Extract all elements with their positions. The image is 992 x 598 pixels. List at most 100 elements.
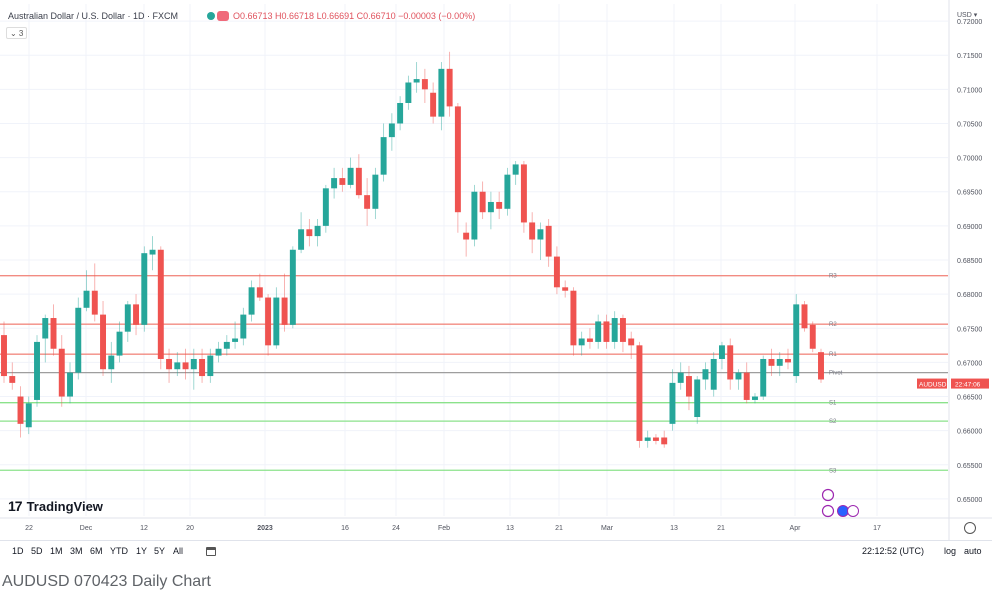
pivot-label: S2 bbox=[829, 419, 837, 425]
candle-body bbox=[298, 229, 305, 250]
tradingview-logo-icon: 17 bbox=[8, 498, 23, 514]
candle-body bbox=[743, 372, 750, 400]
candle-body bbox=[685, 376, 692, 397]
candle-body bbox=[430, 92, 437, 117]
candle-body bbox=[133, 304, 140, 325]
candle-body bbox=[364, 195, 371, 209]
candle-body bbox=[636, 345, 643, 441]
timeframe-6m[interactable]: 6M bbox=[90, 546, 103, 556]
logo-text: TradingView bbox=[26, 498, 103, 514]
candle-body bbox=[595, 321, 602, 342]
candle-body bbox=[760, 358, 767, 397]
candle-body bbox=[413, 79, 420, 83]
countdown-label: 22:47:06 bbox=[955, 382, 981, 389]
candle-body bbox=[322, 188, 329, 226]
tradingview-logo[interactable]: 17 TradingView bbox=[8, 498, 103, 514]
candle-body bbox=[603, 321, 610, 342]
market-status-badge[interactable] bbox=[207, 10, 229, 22]
candle-body bbox=[578, 338, 585, 346]
candle-body bbox=[677, 372, 684, 383]
candle-body bbox=[240, 314, 247, 339]
price-axis-label: 0.65000 bbox=[957, 497, 982, 504]
date-axis-label: 12 bbox=[140, 525, 148, 532]
calendar-icon[interactable] bbox=[206, 547, 216, 556]
date-axis-label: 17 bbox=[873, 525, 881, 532]
candle-body bbox=[570, 290, 577, 346]
candle-body bbox=[281, 297, 288, 325]
chart-area[interactable]: 0.72000 0.71500 0.71000 0.70500 0.70000 0.695… bbox=[0, 0, 992, 540]
candle-body bbox=[149, 249, 156, 255]
price-axis-label: 0.69000 bbox=[957, 224, 982, 231]
date-axis-label: 2023 bbox=[257, 525, 273, 532]
candle-body bbox=[727, 345, 734, 380]
timeframe-all[interactable]: All bbox=[173, 546, 184, 556]
date-axis-label: 21 bbox=[717, 525, 725, 532]
candle-body bbox=[512, 164, 519, 175]
candle-body bbox=[190, 358, 197, 370]
date-axis-label: Feb bbox=[438, 525, 450, 532]
candle-body bbox=[306, 229, 313, 237]
candle-body bbox=[537, 229, 544, 240]
symbol-tag-label: AUDUSD bbox=[919, 382, 947, 389]
candle-body bbox=[9, 376, 16, 383]
price-axis-label: 0.70500 bbox=[957, 121, 982, 128]
candle-body bbox=[405, 82, 412, 103]
candle-body bbox=[652, 437, 659, 441]
timeframe-3m[interactable]: 3M bbox=[70, 546, 83, 556]
candlestick-chart[interactable]: 0.72000 0.71500 0.71000 0.70500 0.70000 0.695… bbox=[0, 0, 992, 540]
candle-body bbox=[67, 372, 73, 397]
candle-body bbox=[380, 137, 387, 175]
pivot-label: S3 bbox=[829, 468, 837, 474]
candle-body bbox=[545, 225, 552, 257]
candle-body bbox=[752, 396, 758, 400]
timeframe-1d[interactable]: 1D bbox=[12, 546, 24, 556]
symbol-title[interactable]: Australian Dollar / U.S. Dollar · 1D · F… bbox=[8, 11, 179, 21]
utc-clock[interactable]: 22:12:52 (UTC) bbox=[862, 546, 925, 556]
candle-body bbox=[520, 164, 527, 223]
price-axis-label: 0.70000 bbox=[957, 156, 982, 163]
candle-body bbox=[628, 338, 635, 346]
candle-body bbox=[669, 382, 676, 424]
timeframe-1m[interactable]: 1M bbox=[50, 546, 63, 556]
candle-body bbox=[207, 355, 214, 377]
lightning-event-icon bbox=[821, 488, 835, 502]
candle-body bbox=[611, 318, 618, 342]
candle-body bbox=[331, 178, 338, 189]
currency-selector[interactable]: USD ▾ bbox=[957, 12, 978, 19]
date-axis-label: Apr bbox=[790, 525, 802, 532]
candle-body bbox=[801, 304, 808, 329]
date-axis-label: 13 bbox=[506, 525, 514, 532]
candle-body bbox=[421, 79, 428, 90]
candle-body bbox=[372, 174, 379, 209]
auto-scale-button[interactable]: auto bbox=[964, 546, 982, 556]
candle-body bbox=[463, 232, 470, 240]
indicator-toggle[interactable]: ⌄ 3 bbox=[6, 27, 28, 39]
settings-icon[interactable] bbox=[964, 522, 976, 534]
timeframe-1y[interactable]: 1Y bbox=[136, 546, 148, 556]
candle-body bbox=[776, 358, 783, 366]
candle-body bbox=[50, 318, 57, 349]
candle-body bbox=[91, 290, 98, 315]
log-scale-button[interactable]: log bbox=[944, 546, 957, 556]
candle-body bbox=[42, 318, 49, 339]
candle-body bbox=[694, 379, 701, 418]
timeframe-5d[interactable]: 5D bbox=[31, 546, 43, 556]
candle-body bbox=[58, 348, 65, 397]
candle-body bbox=[785, 358, 791, 363]
price-axis-label: 0.67000 bbox=[957, 360, 982, 367]
pivot-label: Pivot bbox=[829, 371, 843, 377]
candle-body bbox=[100, 314, 107, 370]
price-axis-label: 0.68500 bbox=[957, 258, 982, 265]
candle-body bbox=[83, 290, 90, 308]
candle-body bbox=[446, 68, 453, 107]
timeframe-ytd[interactable]: YTD bbox=[110, 546, 128, 556]
timeframe-5y[interactable]: 5Y bbox=[154, 546, 166, 556]
pivot-label: S1 bbox=[829, 401, 837, 407]
symbol-price-tag bbox=[917, 378, 947, 389]
price-axis-label: 0.71000 bbox=[957, 87, 982, 94]
candle-body bbox=[17, 396, 24, 424]
candle-body bbox=[710, 358, 717, 390]
price-axis-label: 0.71500 bbox=[957, 53, 982, 60]
bottom-toolbar: 1D 5D 1M 3M 6M YTD 1Y 5Y All 22:12:52 (U… bbox=[0, 540, 992, 562]
candle-body bbox=[223, 341, 230, 349]
